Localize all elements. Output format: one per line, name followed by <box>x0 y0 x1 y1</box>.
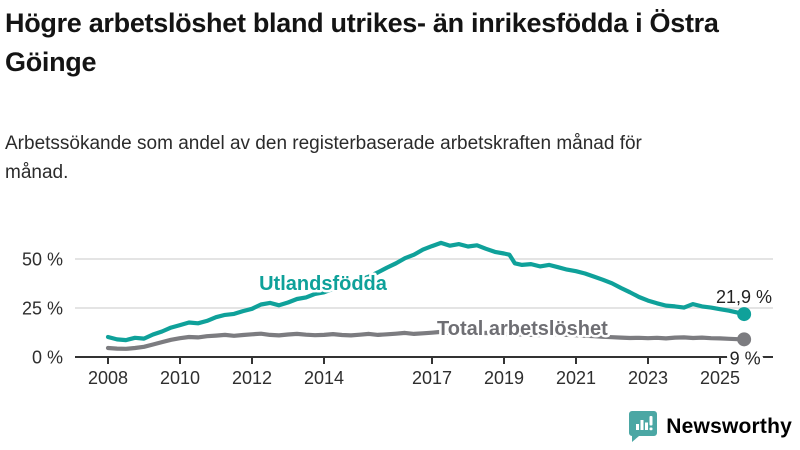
chart-subtitle: Arbetssökande som andel av den registerb… <box>5 133 642 183</box>
chart-title: Högre arbetslöshet bland utrikes- än inr… <box>5 8 719 78</box>
x-tick-label: 2012 <box>232 368 272 388</box>
newsworthy-icon <box>629 411 658 442</box>
end-label-total: 9 % <box>730 349 761 369</box>
brand-logo: Newsworthy <box>628 410 792 444</box>
x-tick-label: 2019 <box>484 368 524 388</box>
series-label-total: Total arbetslöshet <box>437 318 608 340</box>
line-chart: 2008 2010 2012 2014 2017 2019 2021 2023 2025 0 % 2… <box>22 240 774 388</box>
x-tick-label: 2008 <box>88 368 128 388</box>
bar-chart-glyph <box>636 416 653 431</box>
y-tick-label: 25 % <box>22 299 63 319</box>
series-line-total <box>105 329 747 351</box>
series-label-utlandsfodda: Utlandsfödda <box>259 273 388 295</box>
newsworthy-wordmark: Newsworthy <box>666 415 792 438</box>
x-tick-label: 2025 <box>700 368 740 388</box>
end-dot-utlandsfodda <box>737 307 752 322</box>
y-tick-label: 50 % <box>22 250 63 270</box>
x-tick-label: 2023 <box>628 368 668 388</box>
x-tick-label: 2010 <box>160 368 200 388</box>
end-dot-total <box>737 332 752 347</box>
x-tick-label: 2021 <box>556 368 596 388</box>
series-line-utlandsfodda <box>105 240 747 343</box>
x-tick-label: 2017 <box>412 368 452 388</box>
end-label-utlandsfodda: 21,9 % <box>716 287 772 307</box>
y-tick-label: 0 % <box>32 348 63 368</box>
x-tick-label: 2014 <box>304 368 344 388</box>
